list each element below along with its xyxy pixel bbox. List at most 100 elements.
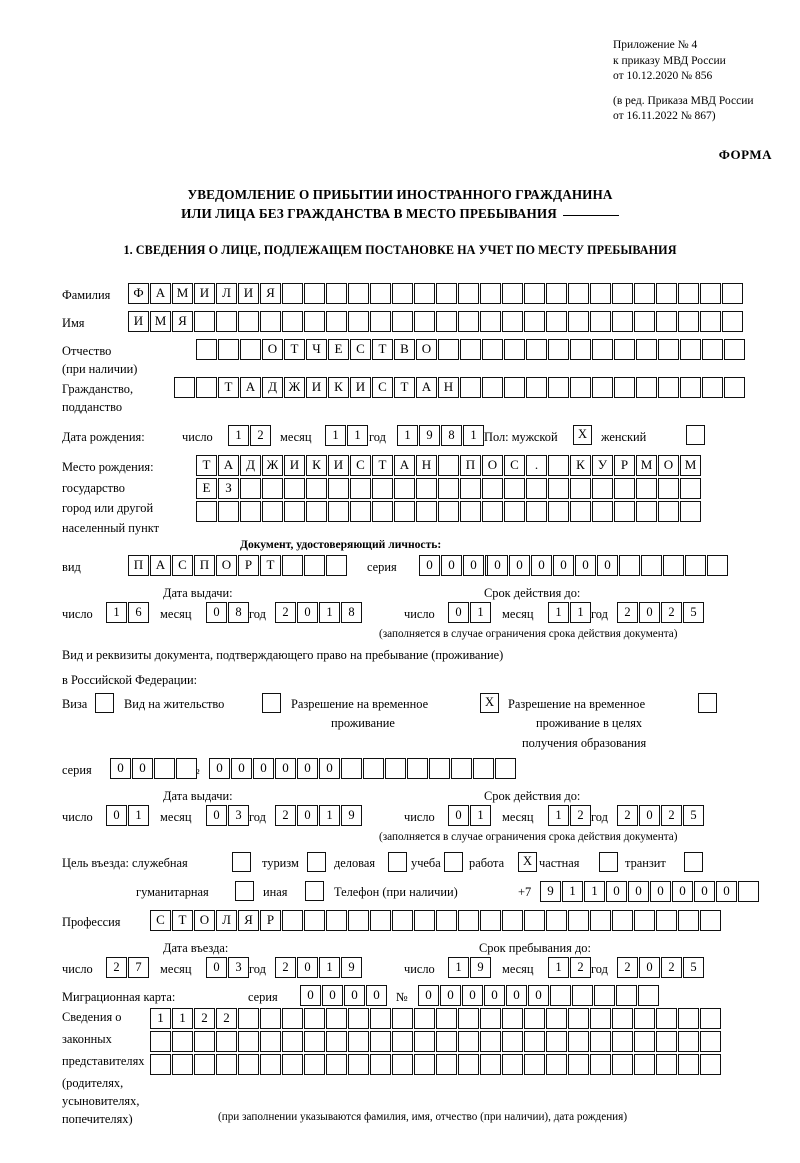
char-cell[interactable]: С bbox=[350, 455, 371, 476]
char-cell[interactable]: Л bbox=[216, 283, 237, 304]
char-cell[interactable] bbox=[326, 1031, 347, 1052]
digit-cell[interactable]: 0 bbox=[639, 805, 660, 826]
char-cell[interactable] bbox=[658, 339, 679, 360]
char-cell[interactable] bbox=[636, 339, 657, 360]
char-cell[interactable] bbox=[458, 1031, 479, 1052]
char-cell[interactable] bbox=[282, 1008, 303, 1029]
checkbox-purpose-other[interactable] bbox=[305, 881, 324, 901]
digit-cell[interactable]: 2 bbox=[275, 957, 296, 978]
char-cell[interactable] bbox=[656, 311, 677, 332]
char-cell[interactable] bbox=[458, 283, 479, 304]
char-cell[interactable]: Т bbox=[260, 555, 281, 576]
checkbox-cell[interactable]: X bbox=[480, 693, 499, 713]
digit-cell[interactable]: 9 bbox=[419, 425, 440, 446]
char-cell[interactable] bbox=[370, 311, 391, 332]
char-cell[interactable] bbox=[680, 501, 701, 522]
char-cell[interactable]: 1 bbox=[584, 881, 605, 902]
char-cell[interactable]: Я bbox=[172, 311, 193, 332]
char-cell[interactable]: Ж bbox=[284, 377, 305, 398]
char-cell[interactable] bbox=[724, 377, 745, 398]
char-cell[interactable] bbox=[282, 311, 303, 332]
digit-cell[interactable]: 1 bbox=[548, 805, 569, 826]
char-cell[interactable] bbox=[394, 478, 415, 499]
char-cell[interactable]: И bbox=[238, 283, 259, 304]
char-cell[interactable] bbox=[524, 1008, 545, 1029]
char-cell[interactable] bbox=[348, 311, 369, 332]
char-cell[interactable]: П bbox=[194, 555, 215, 576]
char-cell[interactable]: В bbox=[394, 339, 415, 360]
char-cell[interactable] bbox=[154, 758, 175, 779]
char-cell[interactable] bbox=[458, 311, 479, 332]
char-cell[interactable]: М bbox=[680, 455, 701, 476]
char-cell[interactable] bbox=[738, 881, 759, 902]
char-cell[interactable] bbox=[436, 311, 457, 332]
char-cell[interactable] bbox=[590, 1031, 611, 1052]
digit-cell[interactable]: 9 bbox=[341, 957, 362, 978]
char-cell[interactable] bbox=[218, 339, 239, 360]
char-cell[interactable]: К bbox=[328, 377, 349, 398]
digit-cell[interactable]: 5 bbox=[683, 957, 704, 978]
char-cell[interactable]: А bbox=[394, 455, 415, 476]
char-cell[interactable]: 0 bbox=[344, 985, 365, 1006]
char-cell[interactable] bbox=[702, 377, 723, 398]
digit-cell[interactable]: 1 bbox=[228, 425, 249, 446]
char-cell[interactable] bbox=[304, 1054, 325, 1075]
char-cell[interactable]: И bbox=[328, 455, 349, 476]
digit-cell[interactable]: 5 bbox=[683, 602, 704, 623]
char-cell[interactable] bbox=[392, 910, 413, 931]
digit-cell[interactable]: 2 bbox=[570, 957, 591, 978]
char-cell[interactable] bbox=[700, 1031, 721, 1052]
char-cell[interactable]: С bbox=[150, 910, 171, 931]
char-cell[interactable] bbox=[150, 1054, 171, 1075]
digit-cell[interactable]: 0 bbox=[106, 805, 127, 826]
char-cell[interactable] bbox=[416, 478, 437, 499]
char-cell[interactable] bbox=[304, 555, 325, 576]
char-cell[interactable] bbox=[216, 1031, 237, 1052]
digit-cell[interactable]: 2 bbox=[661, 957, 682, 978]
char-cell[interactable] bbox=[592, 339, 613, 360]
char-cell[interactable] bbox=[570, 377, 591, 398]
char-cell[interactable] bbox=[658, 377, 679, 398]
field-legal-rep-line-3[interactable] bbox=[150, 1054, 721, 1075]
char-cell[interactable]: 0 bbox=[297, 758, 318, 779]
char-cell[interactable] bbox=[348, 1031, 369, 1052]
char-cell[interactable] bbox=[240, 339, 261, 360]
char-cell[interactable] bbox=[700, 283, 721, 304]
char-cell[interactable] bbox=[678, 311, 699, 332]
char-cell[interactable]: Д bbox=[240, 455, 261, 476]
digit-cell[interactable]: 0 bbox=[448, 602, 469, 623]
char-cell[interactable]: И bbox=[306, 377, 327, 398]
char-cell[interactable] bbox=[546, 283, 567, 304]
char-cell[interactable] bbox=[482, 377, 503, 398]
char-cell[interactable] bbox=[304, 283, 325, 304]
char-cell[interactable] bbox=[634, 1054, 655, 1075]
digit-cell[interactable]: 1 bbox=[347, 425, 368, 446]
char-cell[interactable] bbox=[370, 283, 391, 304]
digit-cell[interactable]: 1 bbox=[463, 425, 484, 446]
char-cell[interactable]: П bbox=[128, 555, 149, 576]
char-cell[interactable] bbox=[385, 758, 406, 779]
digit-cell[interactable]: 9 bbox=[470, 957, 491, 978]
char-cell[interactable] bbox=[502, 1008, 523, 1029]
digit-cell[interactable]: 2 bbox=[661, 602, 682, 623]
char-cell[interactable] bbox=[524, 283, 545, 304]
digit-cell[interactable]: 3 bbox=[228, 957, 249, 978]
char-cell[interactable] bbox=[504, 377, 525, 398]
char-cell[interactable]: 0 bbox=[672, 881, 693, 902]
char-cell[interactable]: 0 bbox=[440, 985, 461, 1006]
char-cell[interactable]: О bbox=[262, 339, 283, 360]
char-cell[interactable] bbox=[350, 478, 371, 499]
char-cell[interactable] bbox=[548, 377, 569, 398]
digit-cell[interactable]: 1 bbox=[128, 805, 149, 826]
char-cell[interactable] bbox=[548, 478, 569, 499]
char-cell[interactable]: 0 bbox=[253, 758, 274, 779]
char-cell[interactable] bbox=[526, 501, 547, 522]
